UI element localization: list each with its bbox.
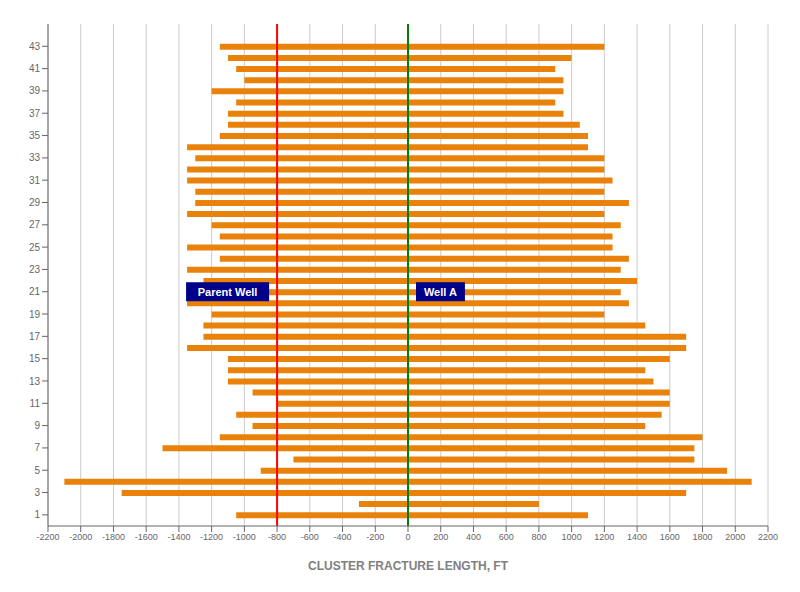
svg-text:0: 0 [405,532,410,542]
svg-text:1: 1 [34,509,40,520]
svg-text:1800: 1800 [693,532,713,542]
svg-text:-2200: -2200 [36,532,59,542]
svg-text:2000: 2000 [725,532,745,542]
svg-text:39: 39 [29,85,41,96]
svg-text:37: 37 [29,108,41,119]
svg-text:2200: 2200 [758,532,778,542]
svg-text:41: 41 [29,63,41,74]
svg-text:600: 600 [499,532,514,542]
svg-text:-800: -800 [268,532,286,542]
svg-text:3: 3 [34,487,40,498]
svg-text:11: 11 [30,398,41,409]
svg-text:200: 200 [433,532,448,542]
svg-text:CLUSTER FRACTURE LENGTH, FT: CLUSTER FRACTURE LENGTH, FT [308,559,509,573]
svg-text:9: 9 [34,420,40,431]
svg-text:1400: 1400 [627,532,647,542]
svg-text:29: 29 [29,197,41,208]
svg-text:-600: -600 [301,532,319,542]
svg-text:5: 5 [34,465,40,476]
svg-text:43: 43 [29,41,41,52]
svg-text:-200: -200 [366,532,384,542]
svg-text:25: 25 [29,242,41,253]
svg-text:13: 13 [29,376,41,387]
svg-text:-2000: -2000 [69,532,92,542]
svg-text:23: 23 [29,264,41,275]
svg-text:7: 7 [34,442,40,453]
svg-text:19: 19 [29,309,41,320]
svg-text:800: 800 [531,532,546,542]
svg-text:-1000: -1000 [233,532,256,542]
svg-text:-1800: -1800 [102,532,125,542]
svg-text:1600: 1600 [660,532,680,542]
svg-text:-1200: -1200 [200,532,223,542]
svg-text:35: 35 [29,130,41,141]
svg-text:21: 21 [29,286,41,297]
svg-text:1200: 1200 [594,532,614,542]
svg-text:27: 27 [29,219,41,230]
svg-text:400: 400 [466,532,481,542]
svg-text:-400: -400 [334,532,352,542]
svg-text:17: 17 [29,331,41,342]
svg-text:Parent Well: Parent Well [198,286,258,298]
svg-text:33: 33 [29,152,41,163]
svg-text:1000: 1000 [562,532,582,542]
svg-text:15: 15 [29,353,41,364]
svg-text:31: 31 [29,175,41,186]
svg-text:Well A: Well A [424,286,457,298]
svg-text:-1400: -1400 [167,532,190,542]
svg-text:-1600: -1600 [135,532,158,542]
